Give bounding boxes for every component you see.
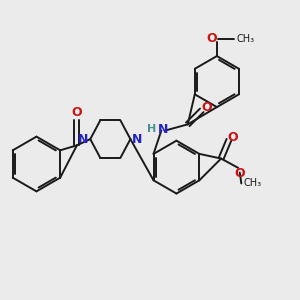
Text: N: N (158, 122, 168, 136)
Text: H: H (147, 124, 156, 134)
Text: O: O (235, 167, 245, 180)
Text: N: N (132, 133, 142, 146)
Text: CH₃: CH₃ (244, 178, 262, 188)
Text: O: O (201, 101, 212, 114)
Text: O: O (206, 32, 217, 46)
Text: N: N (78, 133, 88, 146)
Text: CH₃: CH₃ (236, 34, 255, 44)
Text: O: O (227, 131, 238, 144)
Text: O: O (72, 106, 82, 119)
